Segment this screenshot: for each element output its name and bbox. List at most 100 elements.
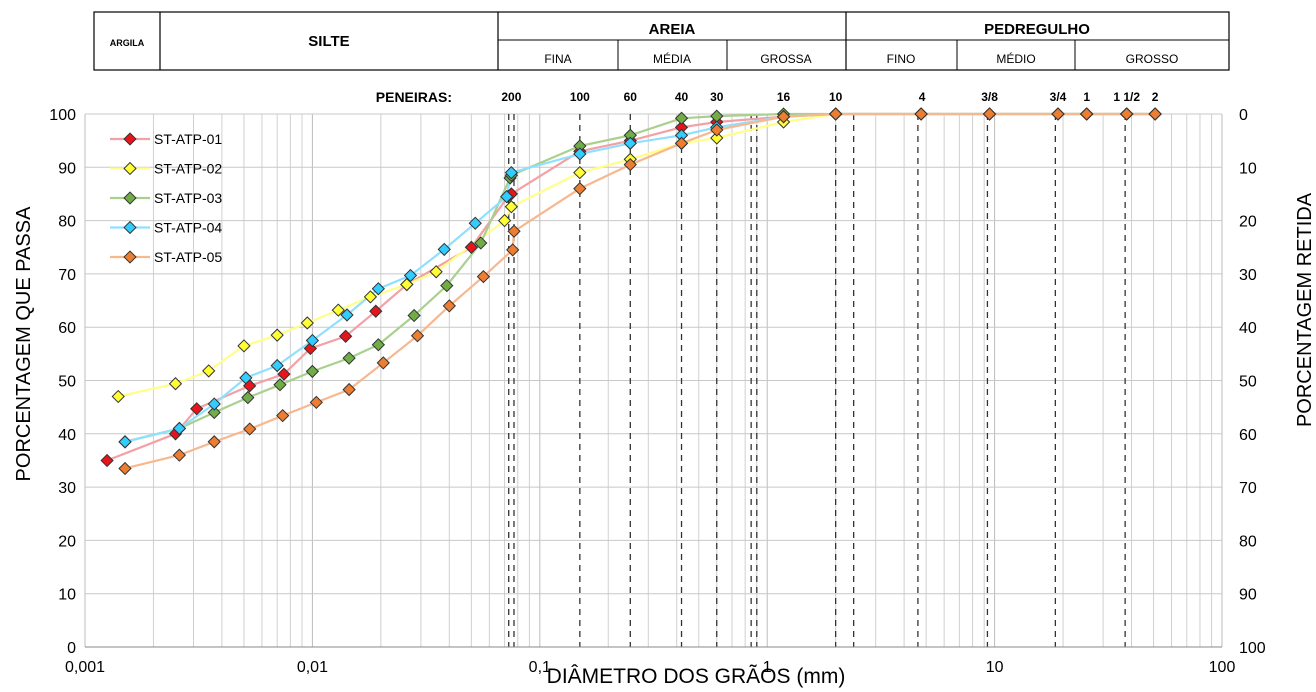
data-point	[309, 395, 323, 409]
data-point	[623, 157, 637, 172]
sieve-dashed-lines	[508, 114, 1126, 647]
table-border	[93, 11, 1230, 71]
legend-label: ST-ATP-03	[154, 190, 222, 206]
legend-swatch-marker	[123, 191, 137, 205]
series-line-st-atp-04	[124, 112, 1156, 443]
class-silte: SILTE	[308, 33, 349, 50]
data-point	[710, 131, 724, 145]
data-point	[276, 409, 290, 423]
data-point	[340, 308, 354, 322]
sieve-label-1: 1	[1083, 90, 1090, 104]
data-point	[305, 364, 320, 379]
soil-classification-table: ARGILA SILTE AREIA PEDREGULHO FINA MÉDIA GROSS…	[93, 11, 1230, 71]
data-point	[243, 422, 257, 436]
data-point	[674, 128, 689, 142]
data-point	[573, 166, 587, 180]
data-point	[474, 236, 488, 250]
sieve-label-30: 30	[710, 90, 724, 104]
sieve-label-16: 16	[777, 90, 791, 104]
y2-tick-label: 20	[1239, 214, 1257, 231]
legend: ST-ATP-01 ST-ATP-02 ST-ATP-03 ST-ATP-04 ST-A…	[110, 131, 222, 265]
legend-label: ST-ATP-05	[154, 249, 222, 265]
data-point	[270, 328, 284, 342]
data-point	[239, 371, 253, 385]
data-point	[407, 308, 421, 323]
sieve-label-3-4: 3/4	[1050, 90, 1067, 104]
sieve-label-200: 200	[501, 90, 521, 104]
data-point	[776, 110, 791, 124]
y-tick-label: 50	[58, 374, 76, 391]
data-point	[504, 165, 519, 180]
y-tick-label: 10	[58, 587, 76, 604]
y-tick-label: 80	[58, 214, 76, 231]
sieve-label-100: 100	[570, 90, 590, 104]
plot-grid	[84, 113, 1223, 648]
axes: 0 10 20 30 40 50 60 70 80 90 100 0 10 20 30 40 50 60 70 80 9…	[49, 107, 1266, 676]
data-point	[342, 351, 356, 365]
data-point	[100, 453, 114, 468]
data-point	[623, 136, 637, 150]
subclass-4: MÉDIO	[996, 51, 1035, 66]
x-tick-label: 0,1	[529, 659, 551, 676]
y-tick-label: 60	[58, 320, 76, 337]
y2-tick-label: 10	[1239, 160, 1257, 177]
data-point	[190, 402, 204, 416]
data-point	[573, 147, 587, 161]
legend-label: ST-ATP-01	[154, 131, 222, 147]
data-point	[168, 377, 183, 391]
data-point	[497, 213, 512, 228]
y2-tick-label: 90	[1239, 587, 1257, 604]
data-point	[172, 448, 187, 462]
data-point	[504, 200, 519, 214]
sieves-title: PENEIRAS:	[376, 89, 452, 105]
legend-label: ST-ATP-04	[154, 220, 222, 236]
legend-swatch-marker	[123, 220, 137, 235]
data-point	[111, 389, 125, 404]
data-point	[442, 299, 456, 313]
y2-axis-title: PORCENTAGEM RETIDA	[1294, 192, 1316, 427]
data-point	[400, 277, 414, 292]
data-point	[342, 382, 356, 397]
legend-swatch-marker	[123, 132, 137, 146]
data-point	[305, 333, 320, 348]
data-point	[476, 269, 491, 284]
data-point	[429, 265, 443, 279]
y-axis-title: PORCENTAGEM QUE PASSA	[13, 206, 35, 482]
data-point	[207, 405, 221, 420]
legend-swatch-marker	[123, 250, 137, 264]
sieve-label-1-1-2: 1 1/2	[1113, 90, 1140, 104]
class-argila: ARGILA	[110, 38, 145, 48]
sieve-label-60: 60	[624, 90, 638, 104]
data-point	[410, 329, 425, 343]
sieve-label-10: 10	[829, 90, 843, 104]
data-point	[464, 240, 479, 254]
data-point	[914, 107, 928, 121]
y-tick-label: 30	[58, 480, 76, 497]
data-point	[277, 367, 291, 381]
subclass-5: GROSSO	[1126, 52, 1179, 66]
y-tick-label: 40	[58, 427, 76, 444]
subclass-1: MÉDIA	[653, 51, 691, 66]
data-point	[371, 338, 386, 352]
data-point	[118, 461, 132, 476]
data-point	[118, 435, 132, 449]
data-point	[674, 111, 689, 125]
data-point	[982, 107, 997, 121]
legend-swatch-marker	[123, 161, 137, 176]
data-point	[440, 278, 454, 293]
data-point	[273, 378, 287, 392]
data-point	[237, 339, 251, 353]
data-point	[468, 216, 482, 230]
x-tick-label: 1	[763, 659, 772, 676]
series-group	[100, 107, 1162, 476]
data-point	[363, 290, 378, 304]
data-point	[1148, 107, 1162, 121]
legend-label: ST-ATP-02	[154, 161, 222, 177]
data-point	[573, 139, 587, 153]
class-areia: AREIA	[649, 21, 696, 38]
y2-tick-label: 80	[1239, 533, 1257, 550]
data-point	[207, 435, 221, 449]
y2-tick-label: 60	[1239, 427, 1257, 444]
data-point	[376, 356, 390, 370]
